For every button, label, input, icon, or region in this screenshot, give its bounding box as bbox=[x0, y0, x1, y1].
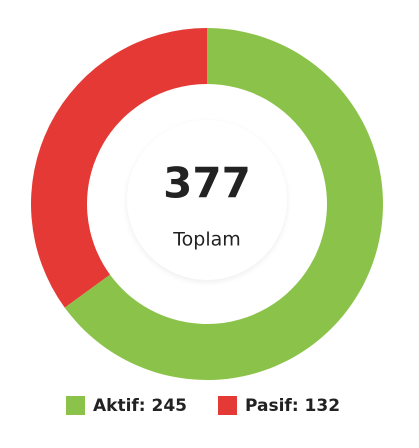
legend: Aktif: 245 Pasif: 132 bbox=[66, 396, 340, 416]
donut-segment bbox=[30, 28, 207, 308]
center bbox=[127, 120, 287, 280]
donut-segment bbox=[64, 28, 383, 380]
total-label: Toplam bbox=[172, 229, 241, 251]
total: 377 bbox=[163, 159, 251, 208]
legend-label: Pasif: 132 bbox=[245, 396, 340, 416]
legend-label: Aktif: 245 bbox=[93, 396, 187, 416]
legend-swatch bbox=[66, 396, 85, 415]
donut bbox=[30, 28, 383, 380]
legend-swatch bbox=[218, 396, 237, 415]
